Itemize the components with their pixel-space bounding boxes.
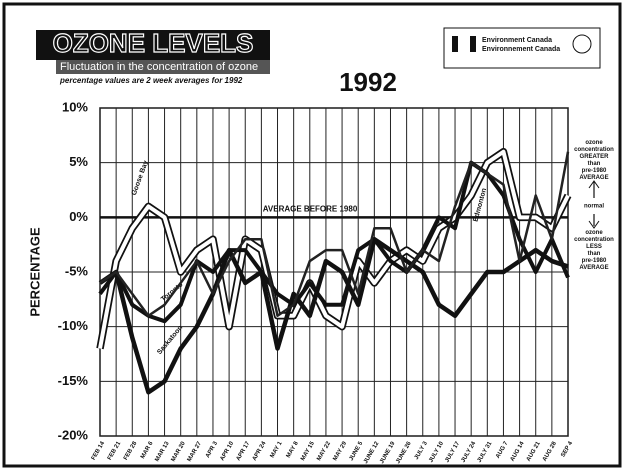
arrow-head — [588, 220, 600, 229]
logo-line: Environnement Canada — [482, 46, 560, 53]
series-line — [99, 151, 570, 317]
series-line — [98, 160, 570, 324]
y-tick-label: -20% — [58, 427, 89, 442]
annotation: normal — [584, 204, 604, 210]
note: percentage values are 2 week averages fo… — [59, 76, 243, 85]
y-tick-label: 10% — [62, 99, 88, 114]
y-label: PERCENTAGE — [27, 227, 42, 317]
sun-icon — [572, 34, 592, 54]
subtitle: Fluctuation in the concentration of ozon… — [60, 61, 258, 73]
subtitle-box — [56, 60, 270, 74]
banner-box — [36, 30, 270, 60]
flag-centre — [458, 36, 470, 52]
y-tick-label: 0% — [69, 209, 88, 224]
annotation: ozone concentration LESS than pre-1980 AVERAG… — [574, 230, 614, 271]
logo-line: Environment Canada — [482, 37, 552, 44]
y-tick-label: -10% — [58, 318, 89, 333]
y-tick-label: -15% — [58, 373, 89, 388]
banner: OZONE LEVELS — [53, 28, 254, 58]
series-line — [98, 236, 569, 395]
annotation: ozone concentration GREATER than pre-1980 AVE… — [574, 140, 614, 181]
chart-title: 1992 — [339, 67, 397, 97]
arrow-head — [588, 180, 600, 189]
y-tick-label: 5% — [69, 154, 88, 169]
series-line — [98, 149, 570, 349]
reference-label: AVERAGE BEFORE 1980 — [263, 204, 358, 213]
y-tick-label: -5% — [65, 263, 89, 278]
